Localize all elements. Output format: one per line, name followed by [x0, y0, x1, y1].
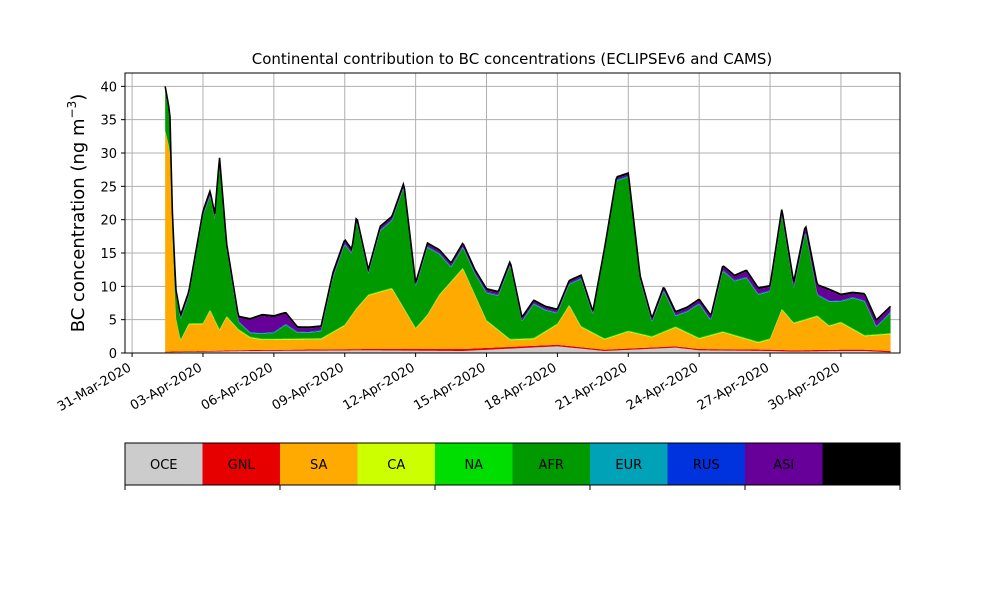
y-tick-label: 10: [100, 280, 117, 295]
y-tick-label: 25: [100, 180, 117, 195]
y-tick-label: 35: [100, 114, 117, 129]
x-tick-label: 24-Apr-2020: [624, 360, 701, 413]
y-tick-label: 20: [100, 214, 117, 229]
legend-label-afr: AFR: [539, 458, 564, 473]
x-tick-label: 21-Apr-2020: [553, 360, 630, 413]
x-tick-label: 18-Apr-2020: [482, 360, 559, 413]
area-series-oce: [165, 346, 891, 353]
area-series-sa: [165, 131, 891, 352]
area-series-afr: [165, 90, 891, 342]
legend-swatch-afr: [512, 443, 591, 485]
legend-label-oce: OCE: [150, 458, 178, 473]
legend-label-eur: EUR: [615, 458, 642, 473]
x-tick-label: 09-Apr-2020: [270, 360, 347, 413]
legend-swatch-oce: [125, 443, 203, 485]
legend-label-rus: RUS: [693, 458, 720, 473]
legend-label-na: NA: [464, 458, 483, 473]
legend-frame: [124, 442, 901, 486]
y-tick-label: 5: [109, 314, 117, 329]
x-tick-label: 12-Apr-2020: [341, 360, 418, 413]
area-series-gnl: [165, 344, 891, 353]
y-tick-label: 40: [100, 80, 117, 95]
legend-label-asi: ASI: [773, 458, 794, 473]
total-outline: [164, 86, 892, 328]
legend-swatch-aus: [822, 443, 901, 485]
legend-label-gnl: GNL: [228, 458, 256, 473]
legend-label-sa: SA: [310, 458, 327, 473]
x-tick-label: 03-Apr-2020: [128, 360, 205, 413]
x-axis: 31-Mar-202003-Apr-202006-Apr-202009-Apr-…: [55, 353, 843, 415]
x-tick-label: 15-Apr-2020: [411, 360, 488, 413]
chart-title: Continental contribution to BC concentra…: [252, 50, 773, 68]
legend-swatch-asi: [745, 443, 823, 485]
y-tick-label: 15: [100, 247, 117, 262]
legend-swatch-rus: [667, 443, 746, 485]
y-tick-label: 0: [109, 347, 117, 362]
legend-label-aus: AUS: [848, 458, 875, 473]
x-tick-label: 30-Apr-2020: [766, 360, 843, 413]
legend-swatch-ca: [357, 443, 436, 485]
legend-colorbar: OCE GNL SA CA NA AFR EUR RUS ASI AUS: [124, 442, 901, 490]
y-tick-label: 30: [100, 147, 117, 162]
legend-swatch-gnl: [202, 443, 281, 485]
plot-frame: [124, 72, 901, 354]
x-tick-label: 31-Mar-2020: [55, 360, 134, 414]
stacked-areas: [165, 86, 891, 353]
x-tick-label: 27-Apr-2020: [695, 360, 772, 413]
legend-swatch-na: [435, 443, 513, 485]
x-tick-label: 06-Apr-2020: [199, 360, 276, 413]
y-axis: 0 5 10 15 20 25 30 35 40: [100, 80, 125, 362]
legend-swatch-eur: [590, 443, 668, 485]
legend-label-ca: CA: [387, 458, 405, 473]
legend-swatch-sa: [280, 443, 358, 485]
y-axis-label: BC concentration (ng m−3): [65, 94, 89, 333]
